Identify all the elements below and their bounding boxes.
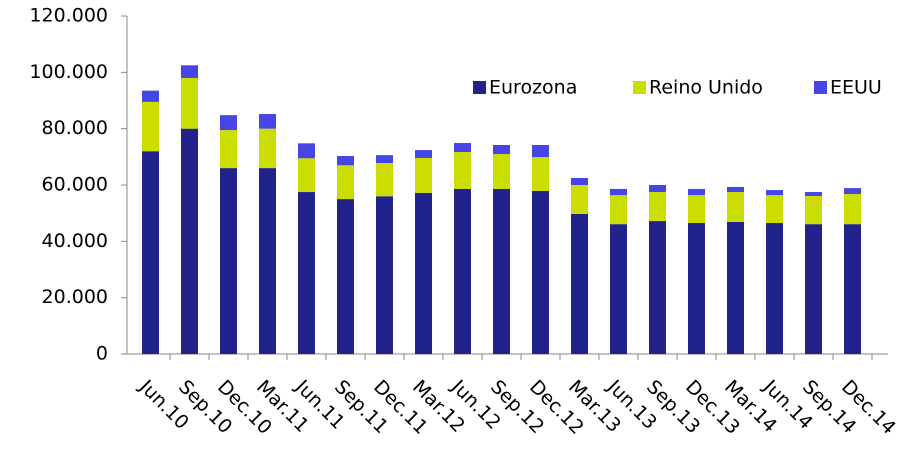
- y-tick-label: 100.000: [29, 61, 108, 83]
- bar-segment: [844, 224, 861, 354]
- bar-segment: [532, 145, 549, 158]
- bar-segment: [454, 152, 471, 189]
- bar-segment: [532, 157, 549, 191]
- y-tick-label: 60.000: [42, 174, 108, 196]
- bar-segment: [610, 195, 627, 225]
- bar-segment: [571, 177, 588, 185]
- bar-segment: [181, 128, 198, 354]
- bar-segment: [766, 190, 783, 196]
- bar-segment: [844, 188, 861, 195]
- bar-segment: [844, 194, 861, 225]
- bar-segment: [805, 192, 822, 196]
- bar-segment: [259, 114, 276, 129]
- bar-segment: [649, 185, 666, 193]
- bar-segment: [649, 221, 666, 354]
- bar-segment: [298, 143, 315, 159]
- bar-segment: [142, 90, 159, 102]
- bar-segment: [454, 143, 471, 153]
- y-tick-label: 120.000: [29, 5, 108, 27]
- bar-segment: [376, 155, 393, 164]
- bar-segment: [337, 199, 354, 354]
- bar-segment: [337, 165, 354, 200]
- legend-swatch: [814, 81, 827, 94]
- bar-segment: [376, 196, 393, 354]
- bar-segment: [805, 195, 822, 225]
- bar-segment: [298, 158, 315, 193]
- bar-segment: [532, 190, 549, 354]
- bar-segment: [415, 157, 432, 193]
- bar-segment: [259, 168, 276, 354]
- bar-segment: [727, 221, 744, 354]
- bar-segment: [220, 130, 237, 169]
- bar-segment: [376, 163, 393, 197]
- bar-segment: [571, 185, 588, 215]
- y-tick-label: 20.000: [42, 286, 108, 308]
- bar-segment: [805, 224, 822, 354]
- y-tick-label: 40.000: [42, 230, 108, 252]
- legend-label: Eurozona: [489, 77, 577, 99]
- legend-label: EEUU: [830, 77, 882, 99]
- legend-swatch: [473, 81, 486, 94]
- bar-segment: [454, 188, 471, 354]
- bar-segment: [649, 192, 666, 222]
- y-tick-label: 80.000: [42, 117, 108, 139]
- y-tick-label: 0: [96, 343, 108, 365]
- bar-segment: [259, 128, 276, 169]
- bar-segment: [688, 223, 705, 354]
- bar-segment: [688, 188, 705, 196]
- bar-segment: [415, 150, 432, 158]
- bar-segment: [727, 192, 744, 222]
- bar-segment: [610, 188, 627, 196]
- bar-segment: [610, 224, 627, 354]
- bar-segment: [727, 186, 744, 193]
- bar-segment: [142, 151, 159, 354]
- legend-swatch: [633, 81, 646, 94]
- bar-segment: [493, 188, 510, 354]
- bar-segment: [298, 192, 315, 354]
- bar-segment: [181, 65, 198, 78]
- bar-segment: [571, 214, 588, 354]
- legend-label: Reino Unido: [649, 77, 763, 99]
- bar-segment: [142, 101, 159, 152]
- bar-segment: [493, 145, 510, 155]
- bar-segment: [766, 195, 783, 224]
- bar-segment: [337, 155, 354, 166]
- bar-segment: [688, 195, 705, 224]
- bar-segment: [181, 77, 198, 129]
- bar-segment: [493, 154, 510, 189]
- bar-segment: [220, 115, 237, 131]
- bar-segment: [415, 192, 432, 354]
- bar-segment: [220, 168, 237, 354]
- bar-segment: [766, 223, 783, 354]
